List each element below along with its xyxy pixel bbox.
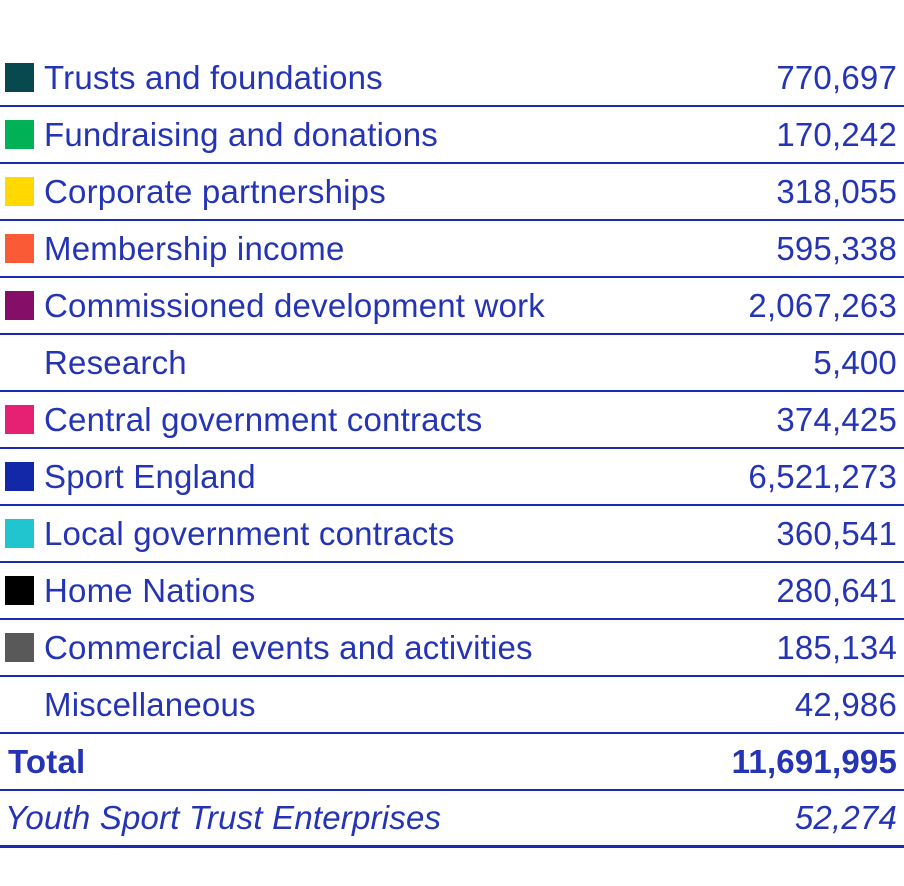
row-label: Local government contracts bbox=[44, 514, 455, 552]
dark-teal-legend-swatch bbox=[5, 63, 34, 92]
gray-legend-swatch bbox=[5, 633, 34, 662]
legend-row: Commissioned development work 2,067,263 bbox=[0, 278, 904, 335]
legend-row: Commercial events and activities 185,134 bbox=[0, 620, 904, 677]
blue-legend-swatch bbox=[5, 462, 34, 491]
legend-row: Membership income 595,338 bbox=[0, 221, 904, 278]
row-value: 42,986 bbox=[794, 685, 897, 723]
row-label: Central government contracts bbox=[44, 400, 483, 438]
row-value: 280,641 bbox=[776, 571, 897, 609]
legend-row: Corporate partnerships 318,055 bbox=[0, 164, 904, 221]
row-label: Sport England bbox=[44, 457, 256, 495]
legend-row: Sport England 6,521,273 bbox=[0, 449, 904, 506]
footnote-row: Youth Sport Trust Enterprises 52,274 bbox=[0, 791, 904, 848]
row-value: 595,338 bbox=[776, 229, 897, 267]
total-value: 11,691,995 bbox=[731, 742, 897, 780]
legend-row: Miscellaneous 42,986 bbox=[0, 677, 904, 734]
green-legend-swatch bbox=[5, 120, 34, 149]
white-legend-swatch bbox=[5, 690, 34, 719]
legend-row: Trusts and foundations 770,697 bbox=[0, 50, 904, 107]
yellow-legend-swatch bbox=[5, 177, 34, 206]
row-value: 2,067,263 bbox=[748, 286, 897, 324]
row-value: 360,541 bbox=[776, 514, 897, 552]
footnote-label: Youth Sport Trust Enterprises bbox=[5, 799, 442, 836]
row-value: 770,697 bbox=[776, 58, 897, 96]
row-label: Fundraising and donations bbox=[44, 115, 438, 153]
row-value: 318,055 bbox=[776, 172, 897, 210]
legend-row: Research 5,400 bbox=[0, 335, 904, 392]
row-label: Trusts and foundations bbox=[44, 58, 383, 96]
total-row: Total 11,691,995 bbox=[0, 734, 904, 791]
row-label: Commissioned development work bbox=[44, 286, 546, 324]
row-value: 170,242 bbox=[776, 115, 897, 153]
row-label: Research bbox=[44, 343, 187, 381]
row-label: Commercial events and activities bbox=[44, 628, 533, 666]
orange-legend-swatch bbox=[5, 234, 34, 263]
magenta-legend-swatch bbox=[5, 291, 34, 320]
row-label: Corporate partnerships bbox=[44, 172, 386, 210]
pink-legend-swatch bbox=[5, 405, 34, 434]
row-value: 185,134 bbox=[776, 628, 897, 666]
legend-row: Fundraising and donations 170,242 bbox=[0, 107, 904, 164]
row-label: Membership income bbox=[44, 229, 345, 267]
legend-row: Central government contracts 374,425 bbox=[0, 392, 904, 449]
white-legend-swatch bbox=[5, 348, 34, 377]
legend-row: Local government contracts 360,541 bbox=[0, 506, 904, 563]
black-legend-swatch bbox=[5, 576, 34, 605]
row-value: 6,521,273 bbox=[748, 457, 897, 495]
total-label: Total bbox=[8, 742, 86, 780]
row-value: 374,425 bbox=[776, 400, 897, 438]
footnote-value: 52,274 bbox=[794, 799, 897, 836]
legend-row: Home Nations 280,641 bbox=[0, 563, 904, 620]
turquoise-legend-swatch bbox=[5, 519, 34, 548]
row-value: 5,400 bbox=[813, 343, 897, 381]
row-label: Miscellaneous bbox=[44, 685, 256, 723]
row-label: Home Nations bbox=[44, 571, 256, 609]
